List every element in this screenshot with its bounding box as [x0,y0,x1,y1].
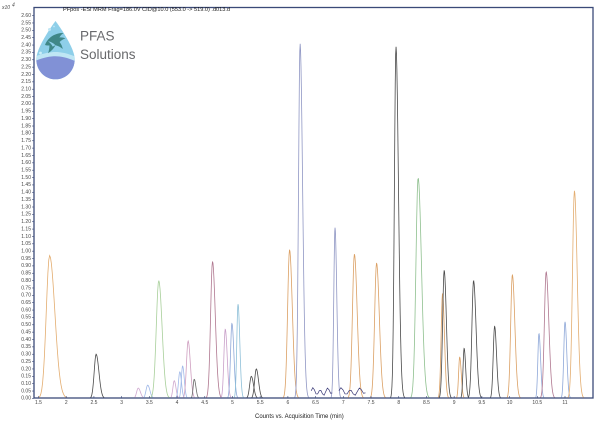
svg-text:1.70: 1.70 [21,145,31,151]
svg-text:1.10: 1.10 [21,234,31,240]
svg-text:7: 7 [342,400,345,406]
svg-text:0.25: 0.25 [21,359,31,365]
svg-text:2.30: 2.30 [21,57,31,63]
svg-text:1.95: 1.95 [21,109,31,115]
svg-text:4: 4 [176,400,179,406]
svg-text:2.50: 2.50 [21,28,31,34]
svg-text:0.60: 0.60 [21,307,31,313]
svg-text:1.05: 1.05 [21,241,31,247]
svg-text:6: 6 [286,400,289,406]
svg-text:11: 11 [562,400,567,406]
svg-text:0.85: 0.85 [21,271,31,277]
svg-text:9.5: 9.5 [478,400,485,406]
svg-text:0.20: 0.20 [21,366,31,372]
svg-text:2.25: 2.25 [21,64,31,70]
svg-text:1.50: 1.50 [21,175,31,181]
svg-text:2.10: 2.10 [21,87,31,93]
svg-text:Counts vs. Acquisition Time (m: Counts vs. Acquisition Time (min) [255,414,344,420]
svg-text:0.05: 0.05 [21,388,31,394]
svg-text:0.45: 0.45 [21,329,31,335]
svg-text:1.75: 1.75 [21,138,31,144]
svg-text:0.30: 0.30 [21,352,31,358]
svg-text:0.35: 0.35 [21,344,31,350]
svg-text:0.90: 0.90 [21,263,31,269]
svg-text:2.15: 2.15 [21,79,31,85]
svg-text:0.40: 0.40 [21,337,31,343]
svg-text:2.45: 2.45 [21,35,31,41]
svg-text:2.5: 2.5 [90,400,97,406]
svg-text:1.60: 1.60 [21,160,31,166]
svg-text:Solutions: Solutions [80,47,136,62]
svg-text:5.5: 5.5 [257,400,264,406]
svg-text:0.10: 0.10 [21,381,31,387]
svg-text:1.25: 1.25 [21,212,31,218]
svg-text:1.15: 1.15 [21,226,31,232]
svg-text:1.80: 1.80 [21,131,31,137]
svg-text:1.45: 1.45 [21,182,31,188]
svg-text:1.55: 1.55 [21,167,31,173]
svg-text:0.75: 0.75 [21,285,31,291]
svg-text:0.65: 0.65 [21,300,31,306]
svg-text:x10: x10 [1,5,10,11]
svg-text:4.5: 4.5 [201,400,208,406]
svg-text:PFAS: PFAS [80,29,115,44]
svg-text:1.90: 1.90 [21,116,31,122]
svg-text:10.5: 10.5 [532,400,542,406]
svg-text:1.85: 1.85 [21,123,31,129]
svg-text:0.80: 0.80 [21,278,31,284]
svg-text:1.00: 1.00 [21,248,31,254]
svg-text:0.70: 0.70 [21,293,31,299]
svg-text:2.20: 2.20 [21,72,31,78]
svg-text:1.20: 1.20 [21,219,31,225]
svg-text:0.95: 0.95 [21,256,31,262]
svg-text:0.55: 0.55 [21,315,31,321]
svg-text:2: 2 [65,400,68,406]
svg-text:1.35: 1.35 [21,197,31,203]
svg-text:2.60: 2.60 [21,13,31,19]
svg-text:8: 8 [397,400,400,406]
svg-text:5: 5 [231,400,234,406]
svg-text:0.00: 0.00 [21,396,31,402]
svg-text:0.15: 0.15 [21,374,31,380]
svg-text:1.40: 1.40 [21,190,31,196]
svg-text:2.55: 2.55 [21,20,31,26]
svg-text:2.05: 2.05 [21,94,31,100]
svg-text:7.5: 7.5 [368,400,375,406]
svg-text:2.35: 2.35 [21,50,31,56]
svg-text:1.65: 1.65 [21,153,31,159]
svg-text:10: 10 [507,400,513,406]
svg-text:8.5: 8.5 [423,400,430,406]
svg-text:2.40: 2.40 [21,42,31,48]
svg-text:2.00: 2.00 [21,101,31,107]
svg-text:6.5: 6.5 [312,400,319,406]
svg-text:0.50: 0.50 [21,322,31,328]
svg-text:1.30: 1.30 [21,204,31,210]
svg-text:3.5: 3.5 [146,400,153,406]
svg-text:4: 4 [12,3,15,9]
svg-text:3: 3 [120,400,123,406]
svg-text:1.5: 1.5 [35,400,42,406]
svg-text:9: 9 [453,400,456,406]
svg-text:PFpos -ESI MRM Frag=186.0V CID: PFpos -ESI MRM Frag=186.0V CID@10.0 (553… [63,7,230,13]
